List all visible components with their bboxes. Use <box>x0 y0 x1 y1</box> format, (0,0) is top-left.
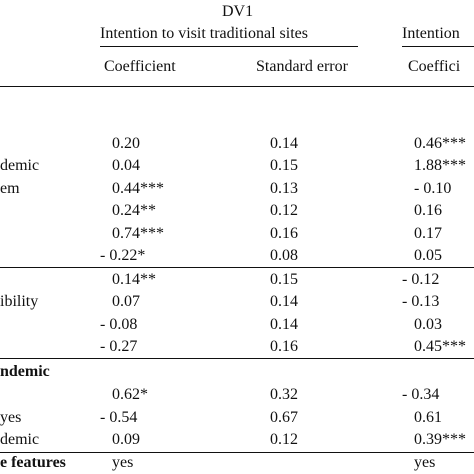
section-rule <box>0 358 474 359</box>
table-cell: - 0.22* <box>100 247 146 264</box>
table-cell: 0.09 <box>112 431 140 448</box>
table-cell: 0.07 <box>112 293 140 310</box>
table-cell: 0.03 <box>414 316 442 333</box>
row-label: e features <box>0 454 66 471</box>
table-cell: 0.17 <box>414 225 442 242</box>
table-cell: 0.39*** <box>414 431 466 448</box>
table-cell: yes <box>414 454 436 471</box>
table-cell: 0.15 <box>270 271 298 288</box>
table-cell: 0.61 <box>414 409 442 426</box>
table-cell: - 0.08 <box>100 316 138 333</box>
dv2-title: Intention <box>402 25 460 42</box>
table-cell: 0.67 <box>270 409 298 426</box>
table-cell: 0.13 <box>270 180 298 197</box>
row-label: demic <box>0 157 40 174</box>
dv-heading: DV1 <box>222 3 254 20</box>
table-cell: - 0.10 <box>414 180 452 197</box>
col-header-standard-error: Standard error <box>256 58 348 75</box>
row-label: ibility <box>0 293 39 310</box>
table-cell: yes <box>112 454 134 471</box>
table-cell: 1.88*** <box>414 157 466 174</box>
dv1-title: Intention to visit traditional sites <box>100 25 308 42</box>
table-cell: 0.14** <box>112 271 156 288</box>
section-heading: ndemic <box>0 363 50 380</box>
table-cell: - 0.34 <box>402 386 440 403</box>
table-cell: 0.32 <box>270 386 298 403</box>
table-cell: - 0.27 <box>100 338 138 355</box>
table-cell: 0.14 <box>270 316 298 333</box>
table-cell: 0.46*** <box>414 135 466 152</box>
header-rule <box>0 86 474 87</box>
table-cell: 0.04 <box>112 157 140 174</box>
table-cell: 0.62* <box>112 386 148 403</box>
table-cell: 0.12 <box>270 202 298 219</box>
row-label: yes <box>0 409 22 426</box>
table-cell: 0.45*** <box>414 338 466 355</box>
table-cell: 0.08 <box>270 247 298 264</box>
table-cell: - 0.12 <box>402 271 440 288</box>
table-cell: 0.16 <box>270 338 298 355</box>
table-cell: 0.16 <box>270 225 298 242</box>
table-cell: 0.12 <box>270 431 298 448</box>
table-cell: 0.15 <box>270 157 298 174</box>
table-cell: 0.44*** <box>112 180 164 197</box>
table-cell: 0.14 <box>270 293 298 310</box>
col-header-coefficient: Coefficient <box>104 58 176 75</box>
row-label: demic <box>0 431 40 448</box>
section-rule <box>0 452 474 453</box>
col-header-coefficient-2: Coeffici <box>408 58 461 75</box>
table-cell: 0.14 <box>270 135 298 152</box>
table-cell: 0.74*** <box>112 225 164 242</box>
table-cell: - 0.13 <box>402 293 440 310</box>
dv2-underline <box>402 46 474 47</box>
section-rule <box>0 267 474 268</box>
row-label: em <box>0 180 20 197</box>
table-cell: - 0.54 <box>100 409 138 426</box>
dv1-underline <box>100 46 358 47</box>
table-cell: 0.05 <box>414 247 442 264</box>
table-cell: 0.20 <box>112 135 140 152</box>
table-cell: 0.24** <box>112 202 156 219</box>
table-cell: 0.16 <box>414 202 442 219</box>
